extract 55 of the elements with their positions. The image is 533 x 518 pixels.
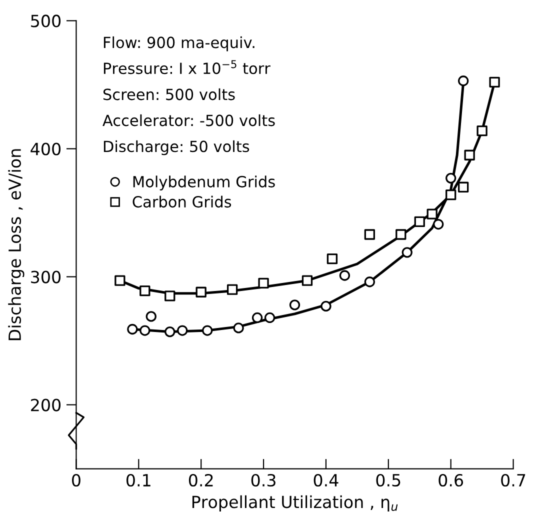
point bbox=[364, 276, 376, 288]
legend-label: Carbon Grids bbox=[132, 196, 232, 208]
point bbox=[252, 312, 263, 324]
y-axis-title: Discharge Loss , eV/ion bbox=[8, 149, 24, 340]
point bbox=[339, 270, 350, 281]
x-tick-label: 0.7 bbox=[501, 474, 526, 487]
point bbox=[402, 247, 412, 258]
point bbox=[302, 275, 313, 286]
point bbox=[164, 326, 176, 338]
legend-label: Molybdenum Grids bbox=[133, 176, 275, 190]
point bbox=[114, 275, 126, 286]
point bbox=[414, 216, 425, 228]
annotation: Pressure: I x 10$^{−5}$ torr bbox=[104, 60, 270, 74]
point bbox=[326, 254, 338, 264]
y-tick-label: 200 bbox=[31, 398, 61, 412]
point bbox=[164, 290, 176, 302]
point bbox=[258, 278, 269, 288]
x-tick-label: 0 bbox=[72, 474, 80, 487]
x-tick-label: 0.2 bbox=[188, 474, 213, 487]
point bbox=[226, 284, 238, 295]
point bbox=[202, 325, 213, 336]
x-tick-label: 0.1 bbox=[126, 474, 150, 487]
annotation: Accelerator: -500 volts bbox=[102, 114, 275, 126]
y-tick-label: 400 bbox=[30, 142, 61, 156]
y-tick-label: 300 bbox=[31, 270, 61, 284]
point bbox=[458, 182, 469, 192]
point bbox=[464, 150, 475, 160]
annotation: Flow: 900 ma-equiv. bbox=[104, 36, 254, 52]
point bbox=[433, 218, 444, 230]
point bbox=[364, 229, 376, 240]
x-axis-title: Propellant Utilization , η$_{u}$ bbox=[192, 495, 398, 512]
point bbox=[140, 325, 150, 336]
point bbox=[196, 286, 206, 298]
x-tick-label: 0.6 bbox=[438, 474, 464, 487]
point bbox=[320, 300, 332, 312]
point bbox=[446, 189, 456, 200]
point bbox=[289, 300, 300, 310]
point bbox=[458, 76, 469, 86]
point bbox=[446, 172, 456, 184]
point bbox=[177, 325, 188, 336]
y-tick-label: 500 bbox=[31, 14, 61, 28]
annotation: Discharge: 50 volts bbox=[104, 140, 250, 156]
point bbox=[127, 324, 138, 335]
annotation: Screen: 500 volts bbox=[103, 88, 235, 100]
point bbox=[426, 208, 438, 220]
point bbox=[396, 229, 406, 240]
point bbox=[140, 286, 150, 296]
point bbox=[489, 76, 500, 88]
x-tick-label: 0.4 bbox=[314, 474, 338, 487]
x-tick-label: 0.5 bbox=[376, 474, 400, 487]
point bbox=[476, 125, 488, 136]
x-tick-label: 0.3 bbox=[251, 474, 276, 487]
point bbox=[264, 312, 276, 324]
point bbox=[146, 311, 156, 322]
point bbox=[233, 322, 244, 334]
